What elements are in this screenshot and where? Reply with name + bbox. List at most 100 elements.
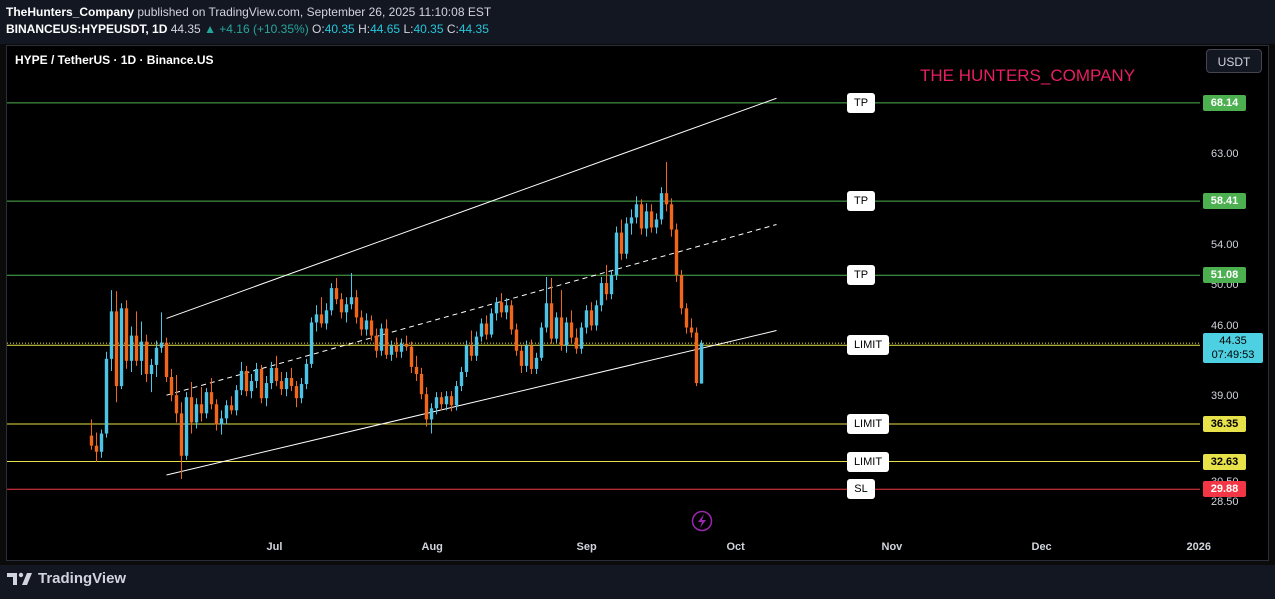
candle-up <box>479 323 484 337</box>
candle-down <box>589 310 594 326</box>
watermark-text: THE HUNTERS_COMPANY <box>920 66 1136 85</box>
candle-down <box>519 350 524 366</box>
candle-down <box>394 345 399 352</box>
price-tag-limit: 32.63 <box>1203 453 1246 470</box>
level-label-limit[interactable]: LIMIT <box>847 335 889 356</box>
low-label: L: <box>403 22 414 36</box>
candle-down <box>619 232 624 254</box>
candle-down <box>214 404 219 425</box>
candle-down <box>174 395 179 414</box>
low-value: 40.35 <box>413 22 444 36</box>
candle-up <box>474 336 479 356</box>
candle-down <box>124 308 129 361</box>
last-price: 44.35 <box>170 22 201 36</box>
level-label-sl[interactable]: SL <box>847 479 875 500</box>
candle-up <box>364 320 369 330</box>
chart-title: HYPE / TetherUS · 1D · Binance.US <box>15 53 214 67</box>
candle-up <box>234 390 239 411</box>
lightning-icon[interactable] <box>691 510 713 532</box>
symbol-interval: BINANCEUS:HYPEUSDT, 1D <box>6 22 168 36</box>
time-axis-label: Jul <box>266 541 283 553</box>
candle-down <box>649 211 654 228</box>
level-label-tp[interactable]: TP <box>847 191 875 212</box>
footer-bar <box>0 565 1275 599</box>
candle-up <box>464 345 469 372</box>
candle-down <box>189 397 194 423</box>
candle-down <box>419 373 424 395</box>
level-label-limit[interactable]: LIMIT <box>847 413 889 434</box>
tradingview-logo[interactable]: TradingView <box>7 570 126 587</box>
candle-up <box>599 283 604 306</box>
candle-down <box>439 397 444 405</box>
time-axis-label: Oct <box>726 541 745 553</box>
candle-up <box>154 347 159 365</box>
candle-down <box>164 342 169 377</box>
candle-down <box>229 405 234 411</box>
candle-down <box>89 435 94 446</box>
candle-up <box>389 345 394 355</box>
candle-down <box>359 317 364 330</box>
time-axis-label: Nov <box>881 541 903 553</box>
candle-up <box>494 302 499 314</box>
candle-down <box>134 335 139 361</box>
candle-down <box>209 392 214 405</box>
candle-up <box>254 368 259 382</box>
channel-upper-line <box>166 97 777 319</box>
time-axis-label: Dec <box>1031 541 1052 553</box>
tradingview-brand: TradingView <box>38 570 127 587</box>
candle-up <box>109 311 114 359</box>
publisher-name[interactable]: TheHunters_Company <box>6 5 135 19</box>
tradingview-logo-icon <box>7 572 32 585</box>
channel-lower-line <box>166 330 777 476</box>
candle-up <box>584 310 589 328</box>
chart-pane[interactable] <box>6 45 1269 561</box>
candle-up <box>459 371 464 387</box>
candle-down <box>604 283 609 295</box>
candle-down <box>334 288 339 300</box>
candle-up <box>399 343 404 352</box>
candle-down <box>679 274 684 309</box>
open-label: O: <box>312 22 325 36</box>
candle-down <box>244 370 249 392</box>
candle-up <box>194 404 199 423</box>
level-label-tp[interactable]: TP <box>847 92 875 113</box>
candle-down <box>664 193 669 205</box>
candle-up <box>119 308 124 387</box>
level-label-tp[interactable]: TP <box>847 265 875 286</box>
candle-down <box>369 320 374 336</box>
candle-up <box>594 305 599 326</box>
candle-up <box>159 342 164 348</box>
candle-down <box>559 317 564 346</box>
candle-down <box>514 329 519 351</box>
candle-up <box>504 305 509 313</box>
candle-up <box>454 386 459 406</box>
candle-up <box>629 217 634 224</box>
candle-up <box>579 327 584 349</box>
candle-down <box>279 381 284 390</box>
candle-down <box>484 323 489 335</box>
candle-down <box>549 303 554 339</box>
time-axis-label: Aug <box>421 541 443 553</box>
candle-up <box>249 381 254 392</box>
candle-up <box>219 418 224 425</box>
candle-up <box>269 367 274 384</box>
candle-down <box>569 322 574 338</box>
candle-down <box>414 366 419 374</box>
published-text: published on TradingView.com, September … <box>137 5 492 19</box>
currency-button[interactable]: USDT <box>1206 49 1262 73</box>
candle-down <box>669 204 674 230</box>
candle-up <box>554 317 559 339</box>
candle-up <box>129 335 134 361</box>
candle-up <box>99 433 104 452</box>
candle-down <box>469 345 474 356</box>
candle-up <box>204 392 209 414</box>
current-price-tag: 44.35 07:49:53 <box>1203 333 1263 364</box>
level-label-limit[interactable]: LIMIT <box>847 451 889 472</box>
publish-info: TheHunters_Company published on TradingV… <box>6 5 491 19</box>
candle-up <box>444 396 449 405</box>
candle-down <box>404 343 409 347</box>
candle-up <box>139 341 144 361</box>
price-axis-label: 54.00 <box>1211 238 1239 251</box>
candle-up <box>659 193 664 220</box>
